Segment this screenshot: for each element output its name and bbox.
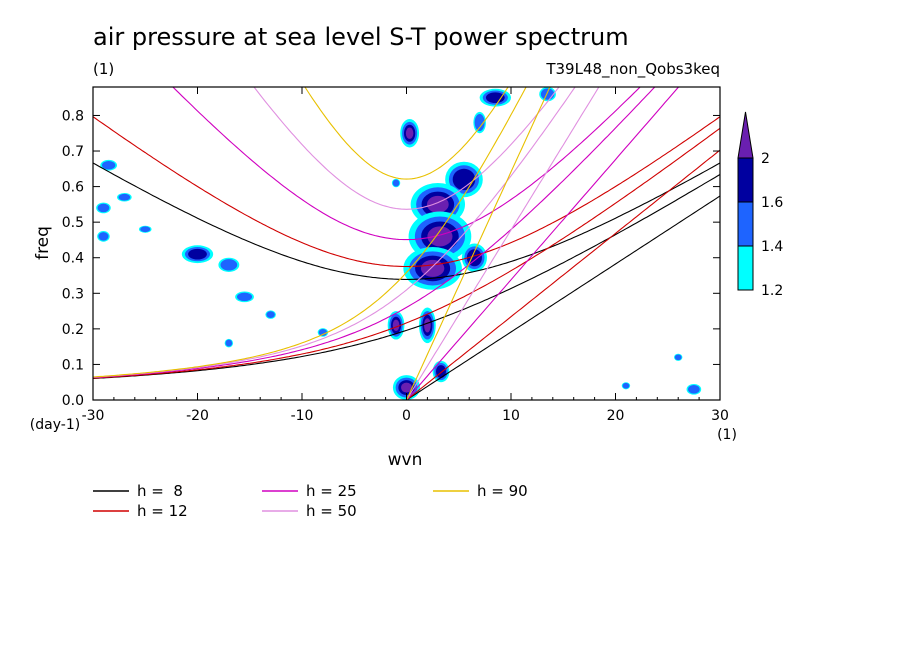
contour-blob-2-level-3: [426, 195, 449, 213]
x-tick-label: 10: [502, 408, 520, 424]
contour-blob-25-level-1: [688, 385, 700, 394]
contour-blob-13-level-2: [188, 248, 207, 260]
contour-blob-22-level-1: [318, 329, 328, 336]
dispersion-kelvin-h90: [405, 87, 551, 400]
contour-blob-21-level-1: [140, 226, 151, 233]
x-tick-label: -30: [82, 408, 105, 424]
contour-blob-6-level-3: [392, 319, 400, 331]
colorbar-segment: [737, 157, 754, 203]
colorbar-label: 1.2: [761, 283, 783, 299]
contour-blob-15-level-1: [101, 160, 116, 170]
contour-blob-9-level-3: [401, 382, 412, 393]
y-tick-label: 0.6: [62, 180, 84, 196]
colorbar-label: 1.4: [761, 239, 783, 255]
legend: h = 8 h = 12 h = 25 h = 50 h = 90: [93, 482, 528, 520]
legend-label-h12: h = 12: [137, 502, 188, 520]
dispersion-kelvin-h50: [406, 87, 600, 400]
contour-blob-12-level-1: [474, 114, 485, 132]
dispersion-ig1-h50: [253, 87, 560, 210]
y-tick-label: 0.7: [62, 144, 84, 160]
dispersion-kelvin-h8: [406, 195, 720, 400]
contour-blob-20-level-1: [266, 311, 275, 319]
colorbar-extend-triangle: [737, 111, 754, 159]
chart-title: air pressure at sea level S-T power spec…: [93, 23, 629, 51]
legend-label-h25: h = 25: [306, 482, 357, 500]
chart-subtitle-left: (1): [93, 60, 114, 78]
contour-blob-19-level-1: [237, 292, 253, 302]
dispersion-mrg-h8: [93, 174, 720, 380]
contour-blob-3-level-3: [427, 226, 453, 247]
dispersion-ig1-h12: [93, 116, 720, 268]
dispersion-kelvin-h25: [406, 87, 680, 400]
legend-label-h8: h = 8: [137, 482, 183, 500]
contour-blob-5-level-2: [466, 249, 482, 267]
y-tick-label: 0.2: [62, 322, 84, 338]
axis-ticks: -30 -20 -10 0 10 20 30 0.0 0.1 0.2 0.3 0.4 0.5 0.6 0.7…: [62, 87, 729, 424]
dispersion-mrg-h50: [93, 87, 576, 378]
y-tick-label: 0.4: [62, 251, 84, 267]
contour-blob-18-level-1: [118, 193, 131, 201]
dispersion-kelvin-h12: [406, 149, 720, 400]
contour-blob-0-level-3: [405, 127, 414, 139]
dispersion-mrg-h12: [93, 127, 720, 379]
y-tick-label: 0.5: [62, 215, 84, 231]
x-tick-label: 30: [711, 408, 729, 424]
colorbar-segment: [737, 245, 754, 291]
x-tick-label: 20: [607, 408, 625, 424]
contour-blob-23-level-1: [225, 339, 233, 347]
x-tick-label: 0: [402, 408, 411, 424]
contour-blob-16-level-1: [97, 203, 110, 213]
contour-blob-14-level-1: [220, 259, 238, 271]
y-tick-label: 0.1: [62, 357, 84, 373]
dispersion-ig1-h90: [304, 87, 509, 180]
contour-blob-11-level-1: [540, 88, 555, 100]
colorbar-label: 2: [761, 151, 770, 167]
y-axis-label: freq: [33, 226, 53, 260]
y-tick-label: 0.3: [62, 286, 84, 302]
y-tick-label: 0.8: [62, 108, 84, 124]
x-tick-label: -20: [186, 408, 209, 424]
x-tick-label: -10: [291, 408, 314, 424]
chart-subtitle-right: T39L48_non_Qobs3keq: [545, 60, 720, 79]
dispersion-mrg-h25: [93, 87, 656, 379]
dispersion-ig1-h25: [172, 87, 641, 241]
contour-blob-7-level-3: [424, 318, 431, 333]
colorbar-segment: [737, 201, 754, 247]
colorbar: 2 1.6 1.4 1.2: [737, 111, 783, 299]
contour-blob-17-level-1: [98, 232, 109, 241]
contour-blob-1-level-2: [452, 168, 476, 191]
contour-blob-24-level-1: [392, 179, 400, 187]
x-axis-label: wvn: [388, 450, 423, 470]
legend-label-h50: h = 50: [306, 502, 357, 520]
y-axis-unit: (day-1): [30, 417, 80, 433]
dispersion-curve-layer: [93, 87, 720, 400]
dispersion-ig1-h8: [93, 162, 720, 280]
legend-label-h90: h = 90: [477, 482, 528, 500]
contour-blob-10-level-2: [485, 92, 505, 104]
y-tick-label: 0.0: [62, 393, 84, 409]
x-axis-unit: (1): [717, 427, 737, 443]
contour-blob-27-level-1: [674, 354, 682, 361]
colorbar-label: 1.6: [761, 195, 783, 211]
dispersion-mrg-h90: [93, 87, 527, 378]
contour-blob-26-level-1: [622, 382, 630, 389]
